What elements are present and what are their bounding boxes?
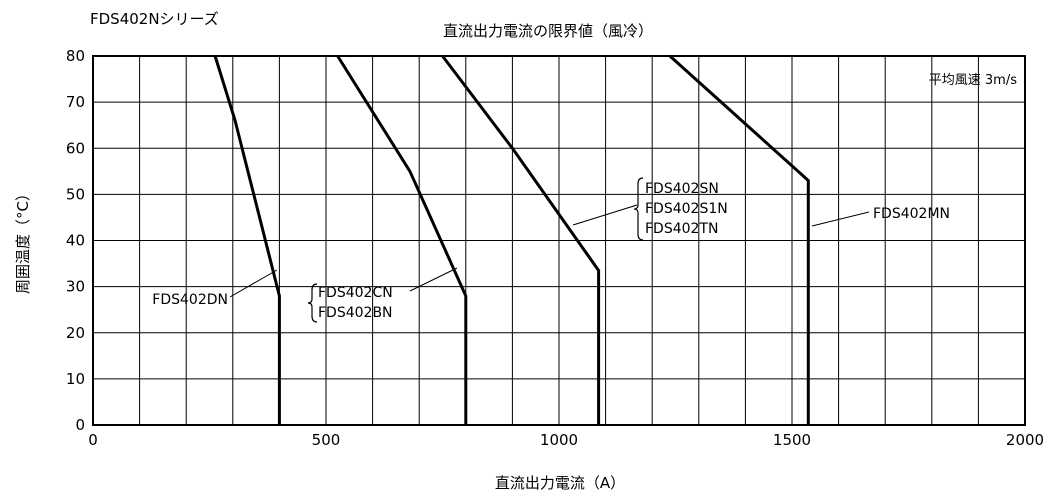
series-label: FDS402S1N <box>645 201 728 217</box>
x-axis-label: 直流出力電流（A） <box>495 474 625 492</box>
y-tick-label: 70 <box>66 93 85 111</box>
series-line-cn <box>336 55 468 425</box>
y-tick-label: 20 <box>66 324 85 342</box>
series-line-mn <box>668 54 810 425</box>
tick-labels: 0 500 1000 1500 2000 0 10 20 30 40 50 60 70 80 <box>66 47 1044 449</box>
leader-line <box>811 211 870 227</box>
series-line-dn <box>213 55 281 425</box>
x-tick-label: 500 <box>312 431 341 449</box>
y-tick-label: 50 <box>66 185 85 203</box>
brace <box>307 283 318 323</box>
x-tick-label: 1500 <box>773 431 811 449</box>
chart-title: 直流出力電流の限界値（風冷） <box>443 22 653 40</box>
series-label: FDS402SN <box>645 181 719 197</box>
y-tick-label: 80 <box>66 47 85 65</box>
series-name-label: FDS402Nシリーズ <box>90 10 219 28</box>
annotations: FDS402DN FDS402CN FDS402BN FDS402SN FDS402S1… <box>152 177 950 323</box>
leader-line <box>409 267 458 292</box>
y-tick-label: 30 <box>66 278 85 296</box>
series-label: FDS402CN <box>318 285 393 301</box>
grid <box>93 56 1025 425</box>
brace <box>633 177 644 241</box>
series-label: FDS402MN <box>873 206 950 222</box>
series-label: FDS402BN <box>318 305 393 321</box>
y-tick-label: 60 <box>66 139 85 157</box>
y-tick-label: 0 <box>75 416 85 434</box>
x-tick-label: 1000 <box>540 431 578 449</box>
y-axis-label: 周囲温度（°C） <box>14 186 32 294</box>
leader-line <box>229 269 278 298</box>
leader-line <box>572 204 638 226</box>
x-tick-label: 0 <box>88 431 98 449</box>
series-lines <box>213 54 810 425</box>
y-tick-label: 40 <box>66 232 85 250</box>
series-label: FDS402DN <box>152 292 228 308</box>
y-tick-label: 10 <box>66 370 85 388</box>
series-line-sn <box>441 55 601 425</box>
series-label: FDS402TN <box>645 221 718 237</box>
plot-frame <box>92 55 1026 426</box>
condition-note: 平均風速 3m/s <box>929 73 1017 88</box>
x-tick-label: 2000 <box>1006 431 1044 449</box>
